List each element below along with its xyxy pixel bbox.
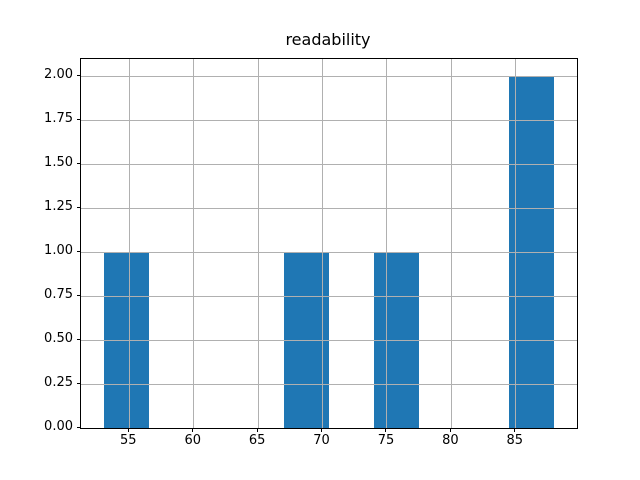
x-tick-label: 65: [248, 433, 266, 449]
grid-line-x: [322, 58, 324, 429]
y-tick-label: 0.00: [44, 419, 73, 435]
y-tick: [76, 118, 80, 120]
y-tick: [76, 250, 80, 252]
grid-line-y: [81, 75, 577, 77]
grid-line-x: [386, 58, 388, 429]
y-tick: [76, 382, 80, 384]
x-tick: [256, 428, 258, 432]
y-tick-label: 0.50: [44, 331, 73, 347]
x-tick-label: 80: [442, 433, 459, 449]
x-tick: [192, 428, 194, 432]
grid-line-x: [257, 58, 259, 429]
y-tick: [76, 206, 80, 208]
y-tick: [76, 162, 80, 164]
x-tick: [127, 428, 129, 432]
grid-line-x: [450, 58, 452, 429]
y-tick-label: 0.75: [44, 287, 73, 303]
grid-line-x: [193, 58, 195, 429]
grid-line-y: [81, 207, 577, 209]
x-tick-label: 85: [506, 433, 524, 449]
y-tick: [76, 294, 80, 296]
y-tick-label: 1.00: [44, 243, 73, 259]
chart-title: readability: [285, 30, 371, 49]
grid-line-y: [81, 339, 577, 341]
y-tick-label: 1.75: [44, 111, 73, 127]
x-tick-label: 60: [184, 433, 201, 449]
plot-area: [80, 57, 578, 430]
y-tick: [76, 74, 80, 76]
x-tick-label: 70: [313, 433, 330, 449]
y-tick-label: 0.25: [44, 375, 73, 391]
grid-line-x: [515, 58, 517, 429]
y-tick-label: 2.00: [44, 67, 73, 83]
x-tick: [321, 428, 323, 432]
y-tick-label: 1.50: [44, 155, 73, 171]
x-tick: [449, 428, 451, 432]
y-tick: [76, 426, 80, 428]
grid-line-y: [81, 383, 577, 385]
x-tick-label: 75: [377, 433, 395, 449]
x-tick-label: 55: [120, 433, 137, 449]
x-tick: [385, 428, 387, 432]
grid-line-y: [81, 295, 577, 297]
x-tick: [514, 428, 516, 432]
grid-line-y: [81, 251, 577, 253]
grid-line-y: [81, 119, 577, 121]
y-tick: [76, 338, 80, 340]
grid-line-y: [81, 163, 577, 165]
grid-line-x: [128, 58, 130, 429]
y-tick-label: 1.25: [44, 199, 73, 215]
